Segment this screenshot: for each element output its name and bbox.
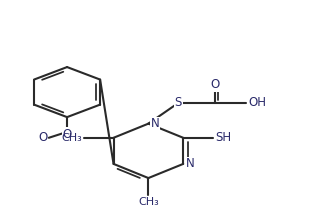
Text: OH: OH [248,97,266,110]
Text: N: N [151,117,160,130]
Text: O: O [38,131,47,144]
Text: S: S [175,97,182,110]
Text: O: O [62,128,72,141]
Text: N: N [186,157,195,170]
Text: SH: SH [215,131,231,144]
Text: O: O [62,128,72,141]
Text: CH₃: CH₃ [138,196,159,207]
Text: CH₃: CH₃ [61,133,82,143]
Text: O: O [210,78,220,91]
